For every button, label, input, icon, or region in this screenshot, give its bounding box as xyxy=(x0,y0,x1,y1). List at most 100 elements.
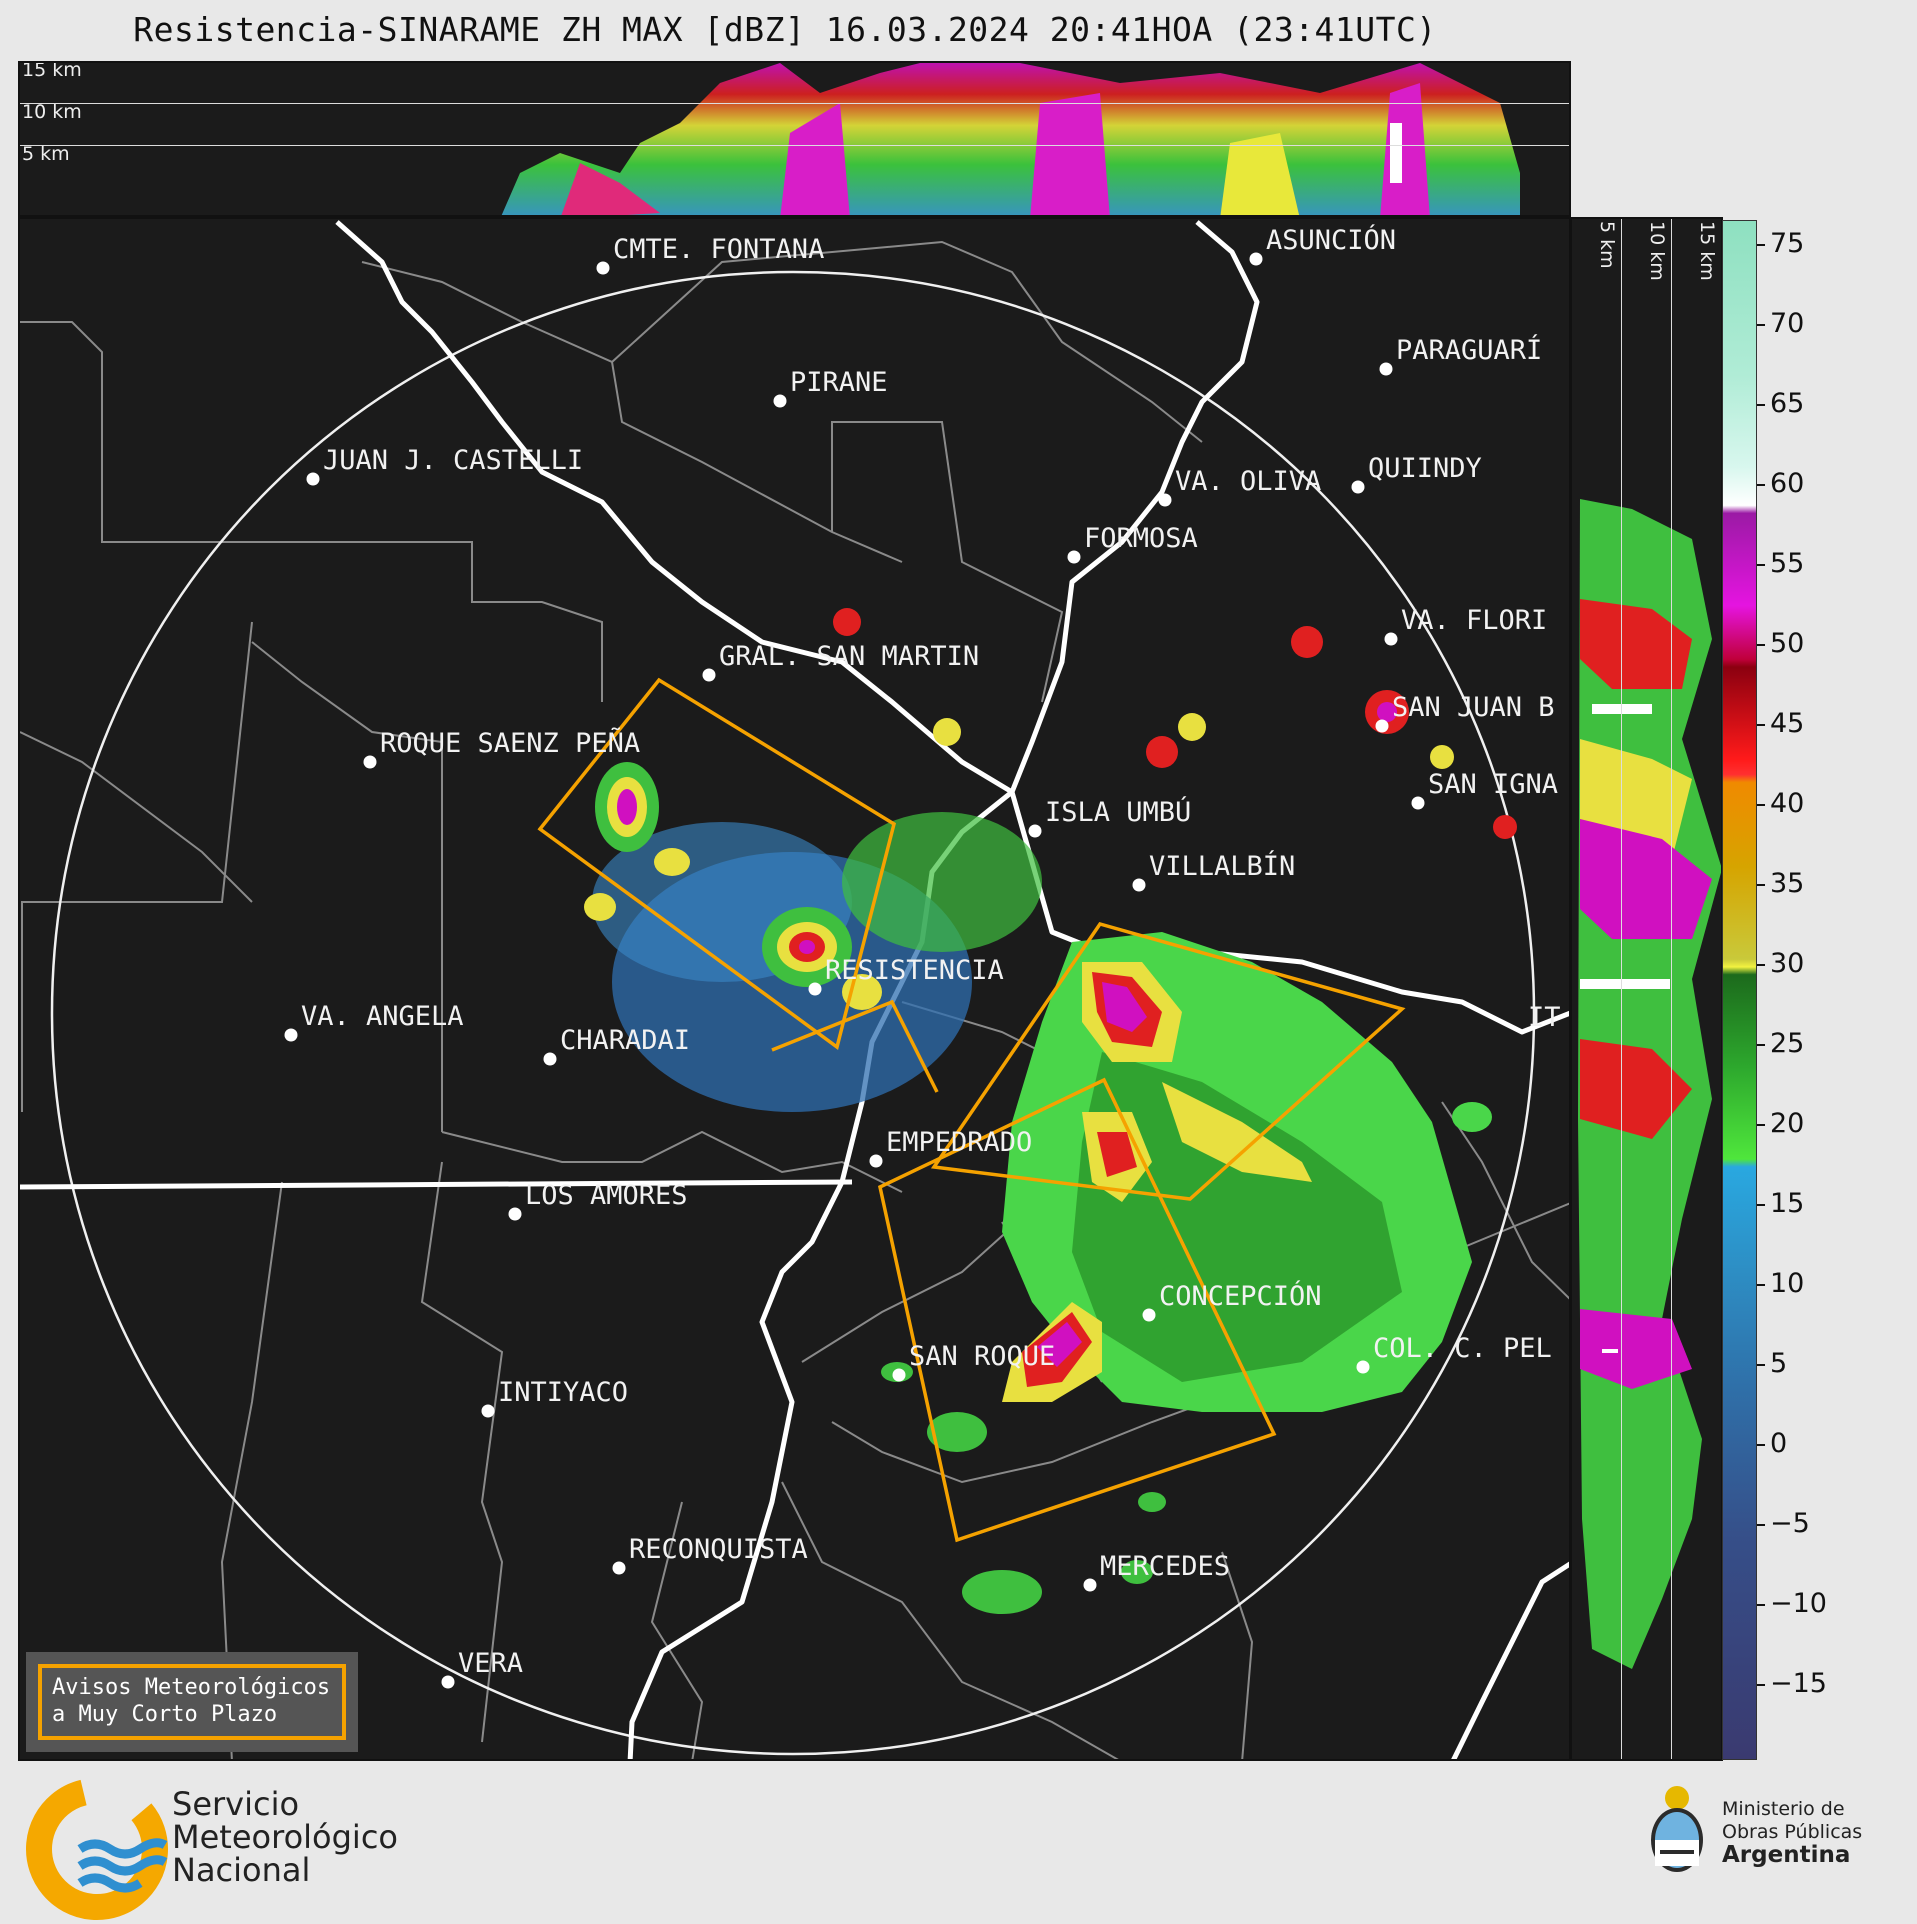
cb-tick xyxy=(1757,724,1765,726)
cb-label-65: 65 xyxy=(1770,388,1805,419)
cb-tick xyxy=(1757,1044,1765,1046)
dbz-colorbar xyxy=(1722,220,1757,1760)
top-echoes xyxy=(501,63,1520,215)
cb-tick xyxy=(1757,964,1765,966)
city-dot-va-oliva xyxy=(1158,493,1172,507)
city-dot-intiyaco xyxy=(481,1404,495,1418)
city-markers xyxy=(284,252,1425,1689)
city-label-los-amores: LOS AMORES xyxy=(525,1180,688,1211)
cb-tick xyxy=(1757,484,1765,486)
cb-tick xyxy=(1757,1524,1765,1526)
side-line-10km xyxy=(1671,219,1672,1759)
ministry-name: Ministerio de Obras Públicas Argentina xyxy=(1722,1798,1862,1867)
city-dot-reconquista xyxy=(612,1561,626,1575)
height-line-10km xyxy=(20,145,1569,146)
city-dot-san-juan-b xyxy=(1375,719,1389,733)
cb-label-15: 15 xyxy=(1770,1188,1805,1219)
cb-label-0: 0 xyxy=(1770,1428,1788,1459)
cb-label-minus15: −15 xyxy=(1770,1668,1827,1699)
city-dot-concepcion xyxy=(1142,1308,1156,1322)
ministry-line1: Ministerio de xyxy=(1722,1798,1845,1820)
city-label-roque-saenz-pena: ROQUE SAENZ PEÑA xyxy=(380,727,640,759)
city-label-asuncion: ASUNCIÓN xyxy=(1266,224,1396,256)
cb-tick xyxy=(1757,564,1765,566)
smn-line2: Meteorológico xyxy=(172,1818,398,1856)
city-dot-san-igna xyxy=(1411,796,1425,810)
city-label-concepcion: CONCEPCIÓN xyxy=(1159,1280,1322,1312)
city-label-reconquista: RECONQUISTA xyxy=(629,1534,808,1565)
city-dot-quiindy xyxy=(1351,480,1365,494)
city-label-villalbin: VILLALBÍN xyxy=(1149,850,1295,882)
ministry-line2: Obras Públicas xyxy=(1722,1821,1863,1843)
smn-line3: Nacional xyxy=(172,1851,311,1889)
city-label-it: IT xyxy=(1528,1002,1561,1033)
cb-label-minus5: −5 xyxy=(1770,1508,1810,1539)
cb-label-45: 45 xyxy=(1770,708,1805,739)
argentina-coat-of-arms-icon xyxy=(1651,1786,1703,1872)
city-dot-roque-saenz-pena xyxy=(363,755,377,769)
cb-label-5: 5 xyxy=(1770,1348,1788,1379)
city-dot-asuncion xyxy=(1249,252,1263,266)
city-label-empedrado: EMPEDRADO xyxy=(886,1127,1032,1158)
city-label-intiyaco: INTIYACO xyxy=(498,1377,628,1408)
warning-legend-line2: a Muy Corto Plazo xyxy=(52,1702,278,1727)
cb-tick xyxy=(1757,1684,1765,1686)
height-profile-side: 5 km 10 km 15 km xyxy=(1570,217,1723,1761)
city-label-resistencia: RESISTENCIA xyxy=(825,955,1004,986)
cb-label-10: 10 xyxy=(1770,1268,1805,1299)
cb-tick xyxy=(1757,804,1765,806)
smn-name: Servicio Meteorológico Nacional xyxy=(172,1788,398,1887)
cb-tick xyxy=(1757,1124,1765,1126)
city-label-cmte-fontana: CMTE. FONTANA xyxy=(613,234,824,265)
side-label-5km: 5 km xyxy=(1596,221,1618,269)
city-label-pirane: PIRANE xyxy=(790,367,888,398)
city-label-charadai: CHARADAI xyxy=(560,1025,690,1056)
city-dot-resistencia xyxy=(808,982,822,996)
storm-cells-northwest xyxy=(584,762,882,1010)
city-label-gral-san-martin: GRAL. SAN MARTIN xyxy=(719,641,979,672)
map-layer: CMTE. FONTANA PIRANE JUAN J. CASTELLI AS… xyxy=(20,220,1569,1759)
scattered-cells xyxy=(833,608,1517,1614)
cb-label-40: 40 xyxy=(1770,788,1805,819)
radar-map: CMTE. FONTANA PIRANE JUAN J. CASTELLI AS… xyxy=(18,217,1571,1761)
cb-tick xyxy=(1757,404,1765,406)
city-dot-vera xyxy=(441,1675,455,1689)
cb-label-30: 30 xyxy=(1770,948,1805,979)
warning-legend-line1: Avisos Meteorológicos xyxy=(52,1675,331,1700)
cb-label-60: 60 xyxy=(1770,468,1805,499)
city-label-san-roque: SAN ROQUE xyxy=(909,1341,1055,1372)
cb-label-35: 35 xyxy=(1770,868,1805,899)
warning-polygons xyxy=(537,677,1406,1543)
city-dot-villalbin xyxy=(1132,878,1146,892)
cb-tick xyxy=(1757,244,1765,246)
cb-label-25: 25 xyxy=(1770,1028,1805,1059)
side-line-5km xyxy=(1621,219,1622,1759)
city-dot-va-flori xyxy=(1384,632,1398,646)
height-label-10km: 10 km xyxy=(22,101,82,123)
smn-line1: Servicio xyxy=(172,1785,300,1823)
city-dot-charadai xyxy=(543,1052,557,1066)
height-label-15km: 15 km xyxy=(22,61,82,81)
city-label-col-c-pel: COL. C. PEL xyxy=(1373,1333,1552,1364)
cb-tick xyxy=(1757,1204,1765,1206)
city-labels: CMTE. FONTANA PIRANE JUAN J. CASTELLI AS… xyxy=(301,224,1561,1679)
city-label-quiindy: QUIINDY xyxy=(1368,453,1482,484)
cb-label-50: 50 xyxy=(1770,628,1805,659)
border-rivers xyxy=(20,220,1569,1759)
city-dot-pirane xyxy=(773,394,787,408)
cb-tick xyxy=(1757,884,1765,886)
city-label-mercedes: MERCEDES xyxy=(1100,1551,1230,1582)
city-label-juan-j-castelli: JUAN J. CASTELLI xyxy=(323,445,583,476)
cb-label-75: 75 xyxy=(1770,228,1805,259)
cb-label-55: 55 xyxy=(1770,548,1805,579)
cb-label-minus10: −10 xyxy=(1770,1588,1827,1619)
city-dot-gral-san-martin xyxy=(702,668,716,682)
cb-tick xyxy=(1757,644,1765,646)
warning-legend-frame: Avisos Meteorológicos a Muy Corto Plazo xyxy=(38,1664,346,1740)
city-dot-isla-umbu xyxy=(1028,824,1042,838)
cb-tick xyxy=(1757,1364,1765,1366)
side-label-15km: 15 km xyxy=(1696,221,1718,281)
city-label-san-igna: SAN IGNA xyxy=(1428,769,1558,800)
city-dot-mercedes xyxy=(1083,1578,1097,1592)
city-dot-cmte-fontana xyxy=(596,261,610,275)
